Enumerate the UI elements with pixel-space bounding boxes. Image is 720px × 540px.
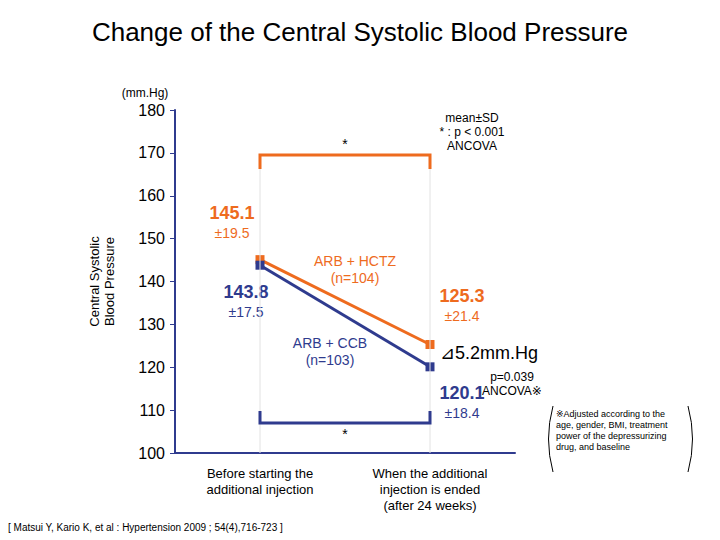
svg-text:110: 110	[139, 402, 165, 419]
svg-text:±21.4: ±21.4	[445, 308, 480, 324]
svg-text:(after 24 weeks): (after 24 weeks)	[383, 498, 476, 513]
svg-text:Before starting the: Before starting the	[207, 466, 313, 481]
svg-text:ANCOVA※: ANCOVA※	[482, 384, 542, 398]
svg-text:±19.5: ±19.5	[215, 225, 250, 241]
svg-text:±18.4: ±18.4	[445, 405, 480, 421]
svg-text:p=0.039: p=0.039	[490, 370, 534, 384]
svg-text:125.3: 125.3	[439, 286, 484, 306]
svg-text:180: 180	[138, 102, 165, 119]
svg-text:age, gender, BMI, treatment: age, gender, BMI, treatment	[556, 420, 670, 430]
svg-text:ANCOVA: ANCOVA	[447, 139, 497, 153]
svg-text:170: 170	[138, 144, 165, 161]
svg-text:power of the depressurizing: power of the depressurizing	[556, 431, 669, 441]
svg-text:* : p < 0.001: * : p < 0.001	[439, 125, 504, 139]
svg-text:Blood Pressure: Blood Pressure	[102, 237, 117, 326]
svg-text:ARB + CCB: ARB + CCB	[293, 335, 367, 351]
svg-text:mean±SD: mean±SD	[445, 111, 499, 125]
svg-text:drug, and baseline: drug, and baseline	[556, 442, 630, 452]
svg-text:120.1: 120.1	[439, 383, 484, 403]
svg-text:ARB + HCTZ: ARB + HCTZ	[314, 253, 397, 269]
svg-text:When the additional: When the additional	[373, 466, 488, 481]
svg-text:※Adjusted according to the: ※Adjusted according to the	[556, 409, 668, 419]
svg-text:140: 140	[138, 273, 165, 290]
svg-text:additional injection: additional injection	[207, 482, 314, 497]
svg-text:*: *	[342, 136, 348, 152]
svg-text:Change of the Central Systolic: Change of the Central Systolic Blood Pre…	[92, 17, 628, 47]
svg-text:*: *	[342, 426, 348, 442]
svg-text:(mm.Hg): (mm.Hg)	[122, 86, 169, 100]
svg-text:(n=103): (n=103)	[306, 352, 355, 368]
svg-text:145.1: 145.1	[209, 203, 254, 223]
svg-text:143.8: 143.8	[223, 282, 268, 302]
svg-text:Central Systolic: Central Systolic	[87, 236, 102, 327]
svg-text:130: 130	[138, 316, 165, 333]
svg-text:injection is ended: injection is ended	[380, 482, 480, 497]
svg-text:⊿5.2mm.Hg: ⊿5.2mm.Hg	[440, 343, 538, 363]
svg-text:(n=104): (n=104)	[331, 270, 380, 286]
svg-text:150: 150	[138, 230, 165, 247]
svg-text:120: 120	[138, 359, 165, 376]
svg-text:[ Matsui Y, Kario K, et al : H: [ Matsui Y, Kario K, et al : Hypertensio…	[8, 522, 283, 533]
svg-text:100: 100	[138, 445, 165, 462]
svg-text:160: 160	[138, 187, 165, 204]
svg-text:±17.5: ±17.5	[229, 304, 264, 320]
